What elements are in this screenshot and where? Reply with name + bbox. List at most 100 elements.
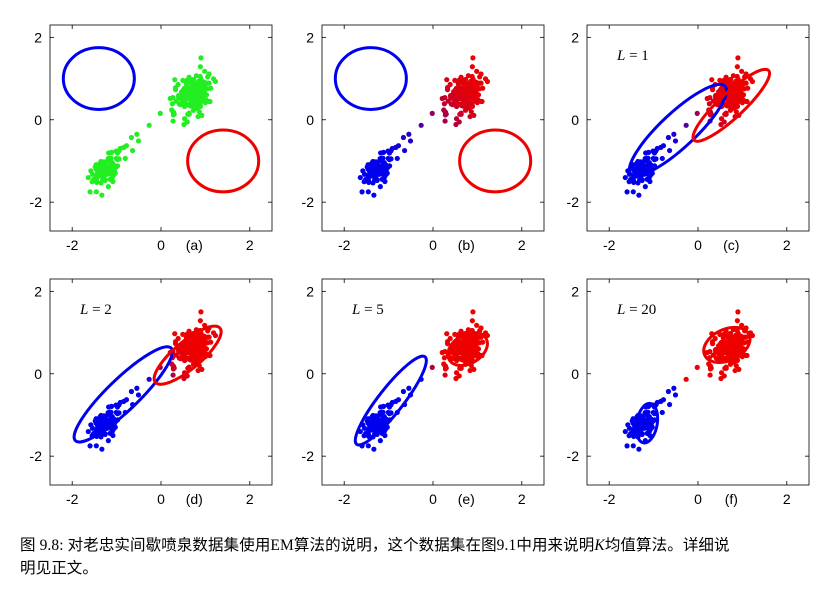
y-tick-label: -2	[30, 194, 43, 210]
data-point	[463, 104, 469, 111]
data-point	[448, 92, 454, 99]
x-tick-label: 2	[246, 237, 254, 253]
data-point	[468, 98, 474, 104]
data-point	[625, 422, 631, 428]
data-point	[732, 333, 739, 339]
data-point	[85, 428, 91, 435]
data-point	[395, 397, 402, 403]
panel-label: (f)	[725, 491, 738, 507]
data-point	[203, 92, 210, 98]
y-tick-label: 0	[571, 366, 579, 382]
data-point	[732, 89, 738, 96]
data-point	[456, 355, 462, 361]
data-point	[210, 76, 217, 82]
x-tick-label: 0	[429, 491, 437, 507]
data-point	[477, 80, 483, 86]
data-point	[467, 113, 473, 120]
data-point	[444, 341, 451, 347]
data-point	[172, 77, 178, 83]
data-point	[208, 85, 214, 91]
data-point	[373, 172, 379, 179]
data-point	[122, 155, 128, 162]
data-point	[359, 189, 365, 195]
data-point	[87, 189, 93, 195]
data-point	[171, 111, 177, 117]
data-point	[389, 399, 395, 406]
data-point	[184, 101, 190, 107]
data-point	[478, 71, 484, 77]
data-point	[739, 84, 745, 90]
data-point	[462, 345, 468, 352]
data-point	[629, 418, 635, 424]
data-point	[395, 143, 402, 149]
data-point	[134, 385, 140, 391]
data-point	[460, 98, 466, 105]
data-point	[644, 418, 650, 424]
component-ellipse	[72, 345, 174, 444]
data-point	[740, 92, 747, 98]
x-tick-label: -2	[338, 491, 351, 507]
plot-area	[61, 46, 261, 198]
data-point	[709, 77, 715, 83]
x-tick-label: -2	[338, 237, 351, 253]
data-point	[463, 358, 469, 365]
data-point	[203, 97, 209, 103]
data-point	[357, 174, 363, 181]
data-point	[452, 331, 458, 338]
data-point	[196, 98, 202, 104]
x-tick-label: 2	[246, 491, 254, 507]
plot-area	[333, 46, 533, 198]
data-point	[195, 343, 201, 350]
data-point	[169, 101, 175, 107]
data-point	[206, 71, 212, 77]
data-point	[101, 172, 107, 179]
data-point	[672, 138, 679, 144]
component-ellipse	[152, 324, 223, 386]
data-point	[708, 365, 714, 371]
data-point	[129, 147, 136, 154]
data-point	[364, 418, 370, 424]
data-point	[727, 345, 733, 352]
component-ellipse	[446, 331, 489, 367]
data-point	[727, 91, 733, 98]
y-tick-label: 0	[306, 112, 314, 128]
data-point	[707, 95, 713, 101]
data-point	[467, 367, 473, 374]
data-point	[734, 318, 740, 324]
data-point	[715, 350, 721, 356]
data-point	[380, 403, 387, 409]
data-point	[178, 350, 184, 356]
data-point	[105, 438, 111, 444]
data-point	[467, 89, 473, 96]
data-point	[475, 97, 481, 103]
panel-label: (d)	[186, 491, 203, 507]
data-point	[377, 184, 383, 190]
data-point	[114, 411, 121, 417]
data-point	[475, 351, 481, 357]
panel-label: (b)	[458, 237, 475, 253]
data-point	[381, 175, 387, 181]
data-point	[180, 90, 186, 96]
data-point	[442, 95, 448, 101]
data-point	[480, 85, 486, 91]
data-point	[371, 192, 377, 198]
y-tick-label: 2	[34, 283, 42, 299]
data-point	[636, 192, 642, 198]
data-point	[105, 184, 111, 190]
data-point	[470, 55, 476, 61]
component-ellipse	[353, 354, 428, 447]
data-point	[479, 98, 485, 105]
data-point	[207, 98, 213, 105]
data-point	[198, 309, 204, 315]
caption-variable: K	[594, 537, 605, 554]
y-tick-label: 0	[34, 366, 42, 382]
data-point	[659, 155, 665, 162]
data-point	[135, 392, 142, 398]
x-tick-label: -2	[66, 491, 79, 507]
data-point	[466, 93, 473, 100]
data-point	[184, 119, 190, 125]
data-point	[114, 404, 121, 410]
data-point	[646, 429, 652, 435]
data-point	[108, 403, 115, 409]
y-tick-label: 0	[34, 112, 42, 128]
